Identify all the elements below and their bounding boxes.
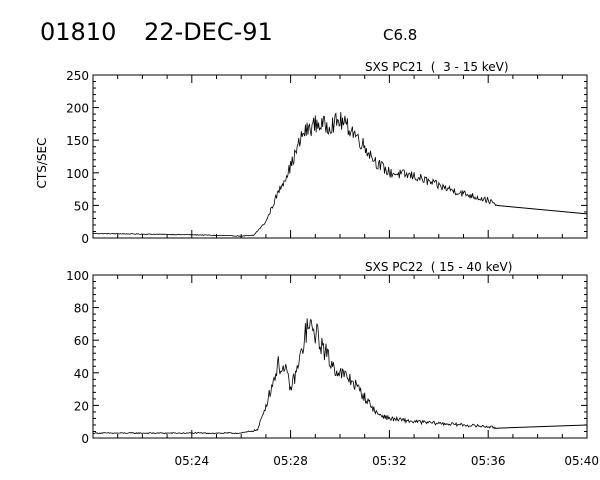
y-tick-label: 150 [66, 134, 89, 148]
event-id: 01810 [40, 18, 116, 46]
x-tick-label: 05:28 [273, 454, 308, 468]
y-tick-label: 0 [81, 232, 89, 246]
x-tick-label: 05:32 [372, 454, 407, 468]
goes-class: C6.8 [383, 26, 417, 44]
series-tail-line [496, 204, 588, 215]
panel-pc21: SXS PC21 ( 3 - 15 keV) CTS/SEC 0 50 100 150… [35, 60, 588, 246]
y-tick-label: 200 [66, 102, 89, 116]
y-tick-label: 100 [66, 167, 89, 181]
x-tick-label: 05:36 [471, 454, 506, 468]
plot-frame [92, 274, 588, 439]
y-tick-label: 20 [74, 399, 89, 413]
panel-title-pc21: SXS PC21 ( 3 - 15 keV) [365, 60, 509, 74]
series-line [92, 112, 497, 237]
y-tick-label: 40 [74, 367, 89, 381]
series-tail-line [496, 424, 588, 429]
y-tick-label: 100 [66, 269, 89, 283]
y-tick-label: 0 [81, 432, 89, 446]
y-axis-label-pc21: CTS/SEC [35, 138, 49, 189]
y-tick-label: 250 [66, 69, 89, 83]
plot-frame [92, 74, 588, 239]
panel-title-pc22: SXS PC22 ( 15 - 40 keV) [365, 260, 512, 274]
event-date: 22-DEC-91 [144, 18, 273, 46]
x-tick-label: 05:40 [564, 454, 599, 468]
y-tick-label: 80 [74, 302, 89, 316]
y-tick-label: 60 [74, 334, 89, 348]
x-tick-label: 05:24 [175, 454, 210, 468]
series-line [92, 318, 497, 435]
y-tick-label: 50 [74, 199, 89, 213]
panel-pc22: SXS PC22 ( 15 - 40 keV) 0 20 40 60 80 100 05:2… [66, 260, 599, 468]
